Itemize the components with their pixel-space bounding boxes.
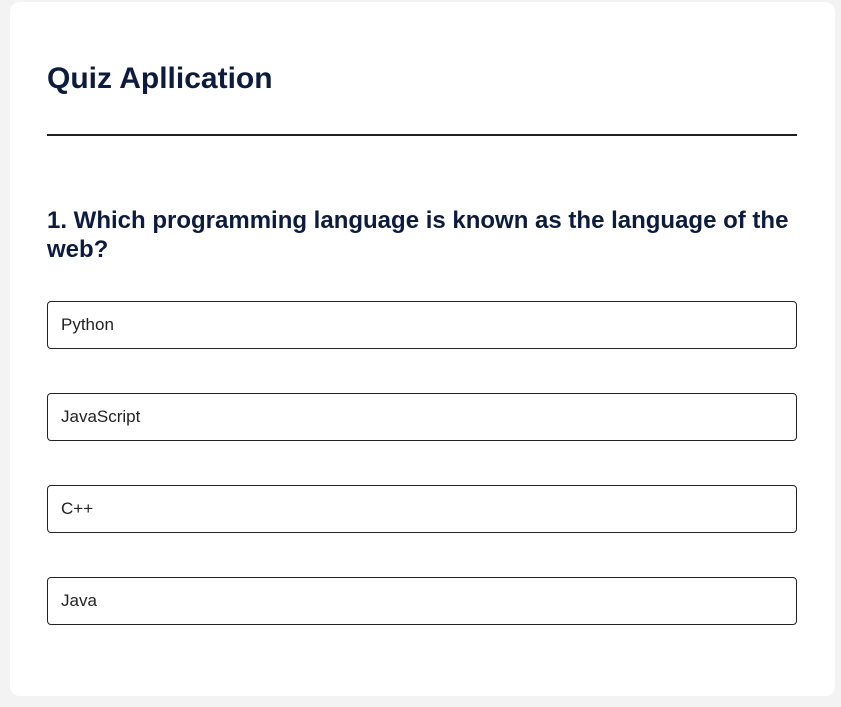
answer-option-java[interactable]: Java <box>47 577 797 625</box>
answer-option-label: JavaScript <box>61 407 141 426</box>
answer-option-javascript[interactable]: JavaScript <box>47 393 797 441</box>
answer-option-label: Java <box>61 591 97 610</box>
quiz-card: Quiz Apllication 1. Which programming la… <box>10 2 835 696</box>
app-title: Quiz Apllication <box>47 62 273 95</box>
answer-option-python[interactable]: Python <box>47 301 797 349</box>
title-divider <box>47 134 797 136</box>
answer-option-label: C++ <box>61 499 94 518</box>
question-text: 1. Which programming language is known a… <box>47 207 789 263</box>
answer-option-cpp[interactable]: C++ <box>47 485 797 533</box>
answer-option-label: Python <box>61 315 114 334</box>
answer-options: Python JavaScript C++ Java <box>47 301 797 625</box>
